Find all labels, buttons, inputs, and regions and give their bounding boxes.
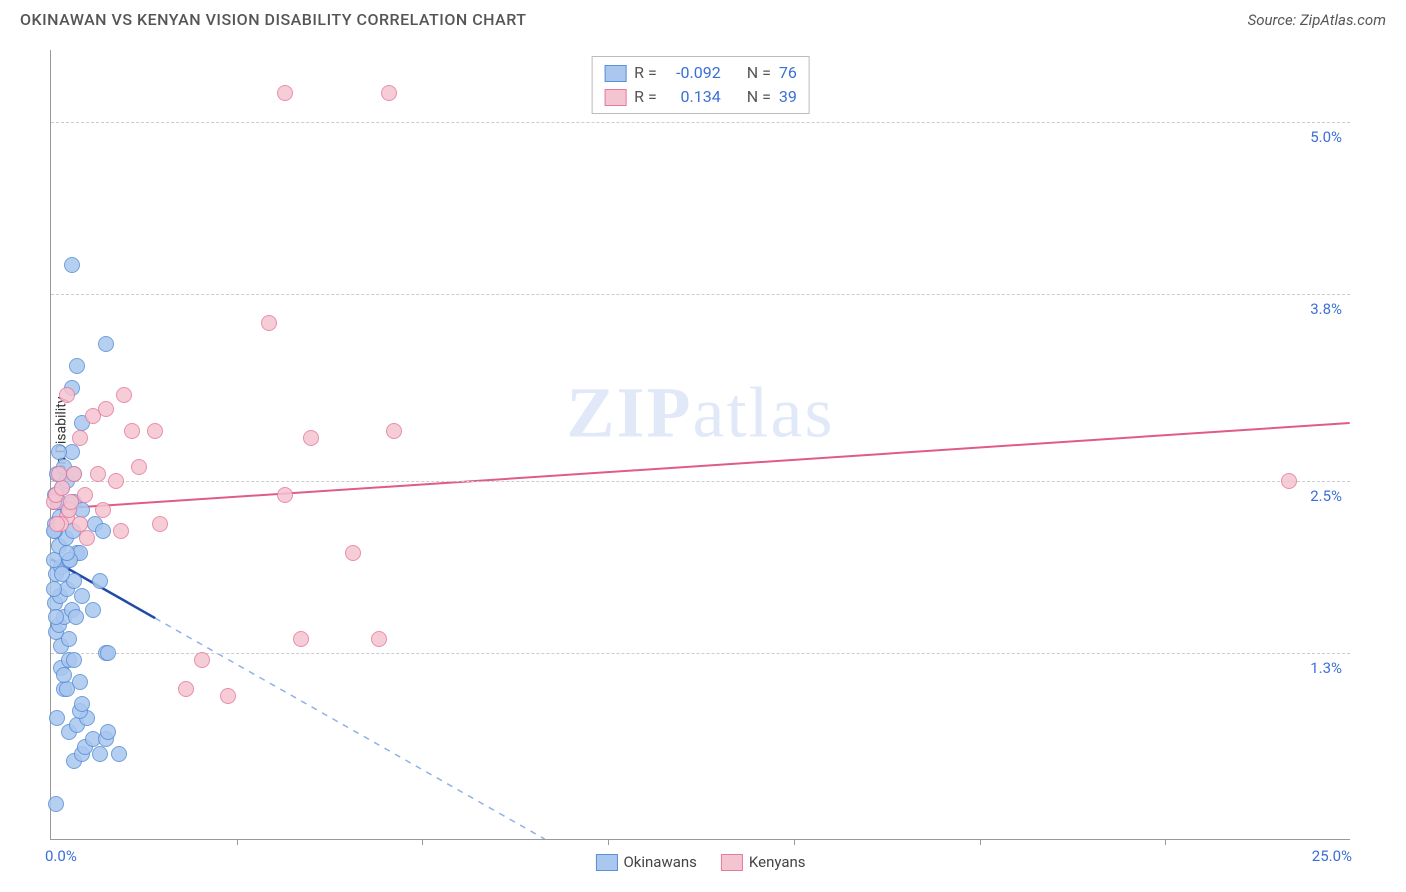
y-tick-label: 3.8% [1310, 300, 1342, 318]
data-point [345, 545, 361, 561]
data-point [124, 423, 140, 439]
data-point [61, 631, 77, 647]
data-point [56, 667, 72, 683]
gridline [51, 481, 1350, 482]
gridline [51, 653, 1350, 654]
data-point [48, 796, 64, 812]
data-point [131, 459, 147, 475]
trend-lines [51, 50, 1350, 839]
x-tick-label: 25.0% [1312, 847, 1352, 865]
data-point [100, 645, 116, 661]
data-point [152, 516, 168, 532]
x-tick [608, 839, 609, 845]
data-point [92, 746, 108, 762]
watermark: ZIPatlas [567, 371, 835, 454]
y-tick-label: 2.5% [1310, 487, 1342, 505]
r-value: 0.134 [665, 85, 721, 109]
data-point [303, 430, 319, 446]
data-point [66, 652, 82, 668]
data-point [1281, 473, 1297, 489]
data-point [66, 466, 82, 482]
data-point [194, 652, 210, 668]
n-label: N = [747, 61, 771, 85]
data-point [49, 516, 65, 532]
x-tick [237, 839, 238, 845]
data-point [381, 85, 397, 101]
data-point [72, 674, 88, 690]
gridline [51, 122, 1350, 123]
y-tick-label: 1.3% [1310, 659, 1342, 677]
n-value: 76 [779, 61, 797, 85]
legend-label: Okinawans [623, 853, 696, 871]
scatter-chart: ZIPatlas R =-0.092N =76R =0.134N =39 Oki… [50, 50, 1350, 840]
data-point [85, 602, 101, 618]
r-label: R = [634, 85, 657, 109]
data-point [100, 724, 116, 740]
data-point [74, 696, 90, 712]
data-point [111, 746, 127, 762]
n-label: N = [747, 85, 771, 109]
legend-stat-row: R = 0.134 N = 39 [604, 85, 797, 109]
legend-swatch [604, 65, 626, 82]
data-point [68, 609, 84, 625]
legend-item: Okinawans [595, 853, 696, 871]
data-point [48, 609, 64, 625]
data-point [63, 494, 79, 510]
data-point [49, 710, 65, 726]
data-point [98, 401, 114, 417]
data-point [69, 358, 85, 374]
n-value: 39 [779, 85, 797, 109]
data-point [95, 502, 111, 518]
data-point [79, 530, 95, 546]
legend-series: Okinawans Kenyans [595, 853, 805, 871]
data-point [54, 566, 70, 582]
data-point [277, 487, 293, 503]
data-point [51, 466, 67, 482]
gridline [51, 294, 1350, 295]
data-point [90, 466, 106, 482]
data-point [59, 387, 75, 403]
legend-stat-row: R = -0.092 N = 76 [604, 61, 797, 85]
data-point [113, 523, 129, 539]
legend-item: Kenyans [721, 853, 806, 871]
legend-swatch [604, 89, 626, 106]
data-point [178, 681, 194, 697]
legend-swatch [721, 854, 743, 871]
data-point [147, 423, 163, 439]
x-tick [794, 839, 795, 845]
data-point [108, 473, 124, 489]
data-point [371, 631, 387, 647]
source-label: Source: ZipAtlas.com [1248, 11, 1386, 29]
legend-label: Kenyans [749, 853, 806, 871]
data-point [64, 257, 80, 273]
r-label: R = [634, 61, 657, 85]
data-point [59, 545, 75, 561]
data-point [261, 315, 277, 331]
legend-swatch [595, 854, 617, 871]
data-point [386, 423, 402, 439]
data-point [116, 387, 132, 403]
data-point [92, 573, 108, 589]
data-point [277, 85, 293, 101]
legend-stats: R = -0.092 N = 76 R = 0.134 N = 39 [591, 56, 810, 114]
x-tick-label: 0.0% [45, 847, 77, 865]
chart-title: OKINAWAN VS KENYAN VISION DISABILITY COR… [20, 10, 527, 29]
y-tick-label: 5.0% [1310, 128, 1342, 146]
data-point [98, 336, 114, 352]
data-point [220, 688, 236, 704]
data-point [95, 523, 111, 539]
x-tick [980, 839, 981, 845]
data-point [77, 487, 93, 503]
data-point [293, 631, 309, 647]
x-tick [422, 839, 423, 845]
data-point [51, 444, 67, 460]
r-value: -0.092 [665, 61, 721, 85]
data-point [72, 430, 88, 446]
x-tick [1165, 839, 1166, 845]
data-point [46, 581, 62, 597]
data-point [74, 588, 90, 604]
